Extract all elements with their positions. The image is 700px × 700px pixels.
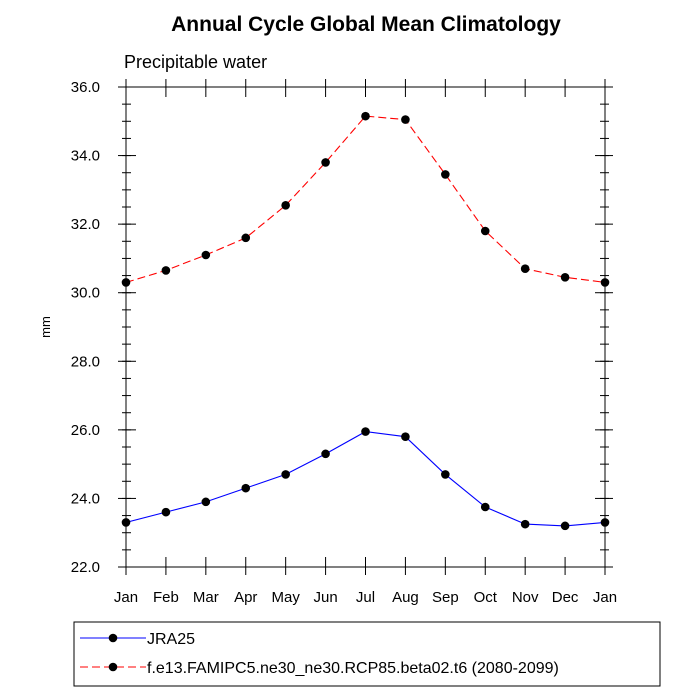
data-point-series-2 — [121, 278, 131, 287]
y-tick-label: 28.0 — [71, 353, 100, 370]
chart-title: Annual Cycle Global Mean Climatology — [171, 13, 561, 36]
y-axis-label: mm — [38, 316, 53, 338]
data-point-series-2 — [361, 111, 370, 121]
x-tick-label: Jun — [313, 589, 337, 606]
series-line-1 — [125, 431, 606, 527]
x-tick-label: Apr — [234, 589, 257, 606]
data-point-series-1 — [241, 483, 251, 493]
data-point-series-2 — [441, 170, 450, 179]
legend-marker-1 — [108, 633, 118, 643]
x-tick-label: Jan — [114, 589, 138, 606]
x-tick-label: Nov — [512, 589, 539, 606]
data-point-series-2 — [600, 278, 610, 287]
data-point-series-1 — [121, 518, 131, 527]
data-point-series-2 — [201, 250, 211, 260]
data-point-series-2 — [321, 158, 330, 167]
data-point-series-2 — [401, 115, 410, 124]
plot-frame — [125, 86, 606, 568]
y-tick-label: 24.0 — [71, 490, 100, 507]
data-point-series-2 — [241, 233, 251, 243]
data-point-series-1 — [321, 449, 330, 459]
data-point-series-1 — [600, 518, 610, 527]
data-point-series-2 — [480, 226, 490, 236]
x-tick-label: Jul — [356, 589, 375, 606]
x-tick-label: Mar — [193, 589, 219, 606]
data-point-series-2 — [161, 266, 171, 275]
legend-label-2: f.e13.FAMIPC5.ne30_ne30.RCP85.beta02.t6 … — [147, 660, 559, 677]
y-tick-label: 32.0 — [71, 216, 100, 233]
axes: 22.0 24.0 26.0 28.0 30.0 32.0 34.0 36.0 Jan Feb Ma… — [71, 79, 617, 606]
data-point-series-1 — [161, 507, 171, 517]
data-point-series-1 — [520, 519, 530, 529]
series-line-2 — [125, 115, 606, 283]
data-point-series-1 — [361, 427, 370, 436]
x-tick-label: Sep — [432, 589, 459, 606]
x-tick-label: Feb — [153, 589, 179, 606]
y-tick-label: 36.0 — [71, 79, 100, 96]
x-tick-label: Jan — [593, 589, 617, 606]
legend: JRA25 f.e13.FAMIPC5.ne30_ne30.RCP85.beta0… — [73, 621, 661, 687]
data-point-series-1 — [560, 521, 570, 531]
data-point-series-1 — [281, 470, 290, 479]
y-tick-label: 22.0 — [71, 559, 100, 576]
y-tick-label: 34.0 — [71, 148, 100, 165]
series-layer — [121, 111, 610, 531]
data-point-series-2 — [281, 200, 290, 210]
x-tick-label: Dec — [552, 589, 579, 606]
x-tick-label: Oct — [474, 589, 498, 606]
data-point-series-1 — [480, 502, 490, 512]
legend-box — [73, 621, 661, 687]
x-tick-label: May — [271, 589, 300, 606]
y-tick-label: 30.0 — [71, 285, 100, 302]
data-point-series-2 — [520, 264, 530, 274]
data-point-series-1 — [441, 470, 450, 479]
data-point-series-2 — [560, 272, 570, 282]
chart-subtitle: Precipitable water — [124, 52, 267, 72]
legend-label-1: JRA25 — [147, 631, 195, 648]
y-tick-label: 26.0 — [71, 422, 100, 439]
data-point-series-1 — [401, 432, 410, 442]
x-tick-label: Aug — [392, 589, 419, 606]
data-point-series-1 — [201, 497, 211, 507]
legend-marker-2 — [108, 662, 118, 672]
